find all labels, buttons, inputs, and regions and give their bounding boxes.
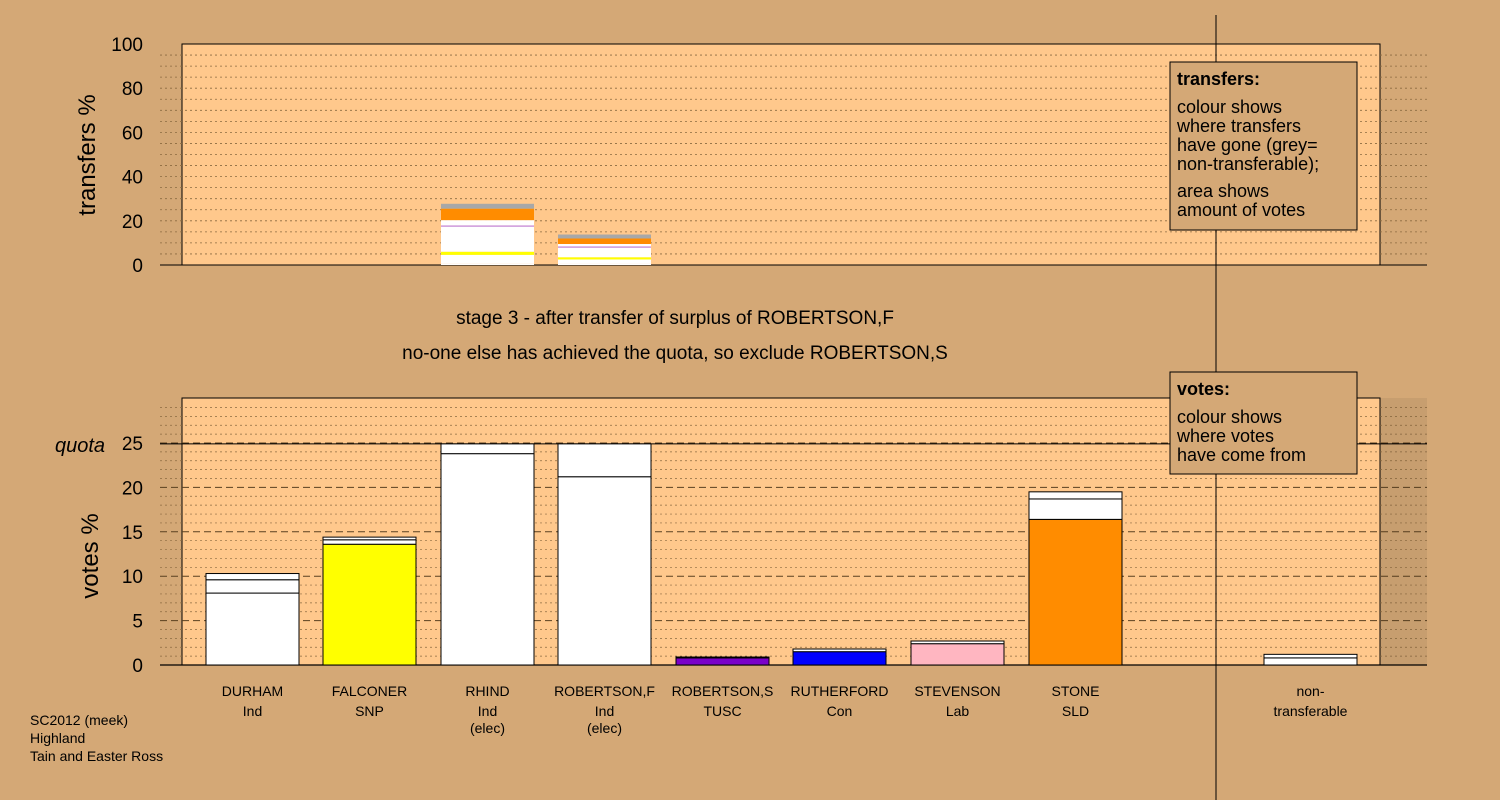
vote-segment	[792, 648, 887, 653]
transfers-legend-line: colour shows	[1177, 97, 1282, 117]
votes-tick-label: 15	[122, 523, 143, 544]
vote-segment	[322, 539, 417, 545]
vote-segment	[205, 592, 300, 666]
vote-segment	[557, 443, 652, 478]
transfer-segment	[558, 247, 651, 258]
transfers-tick-label: 0	[132, 256, 143, 277]
transfer-segment	[558, 238, 651, 245]
votes-legend-line: have come from	[1177, 445, 1306, 465]
votes-legend-line: colour shows	[1177, 407, 1282, 427]
stage-title: stage 3 - after transfer of surplus of R…	[456, 308, 894, 329]
candidate-name-label: RHIND	[465, 683, 509, 699]
transfer-segment	[441, 226, 534, 252]
transfer-segment	[441, 220, 534, 226]
candidate-name-label: ROBERTSON,F	[554, 683, 655, 699]
transfer-segment	[441, 203, 534, 209]
transfers-axis-label: transfers %	[74, 94, 101, 215]
vote-segment	[205, 579, 300, 594]
candidate-note-label: (elec)	[470, 720, 505, 736]
nontransferable-label: non-	[1296, 683, 1324, 699]
transfer-segment	[441, 263, 534, 265]
candidate-party-label: Lab	[946, 703, 970, 719]
transfers-legend-line: where transfers	[1176, 116, 1301, 136]
stage-subtitle: no-one else has achieved the quota, so e…	[402, 343, 948, 364]
transfer-segment	[558, 234, 651, 239]
footer-ward: Tain and Easter Ross	[30, 748, 164, 764]
candidate-party-label: Con	[827, 703, 853, 719]
candidate-party-label: Ind	[243, 703, 262, 719]
votes-right-shade	[1380, 398, 1427, 665]
transfers-tick-label: 20	[122, 212, 143, 233]
vote-segment	[1263, 657, 1358, 666]
transfer-segment	[558, 259, 651, 264]
transfer-segment	[558, 257, 651, 260]
vote-segment	[205, 573, 300, 581]
transfer-segment	[558, 263, 651, 265]
vote-segment	[910, 643, 1005, 666]
candidate-name-label: FALCONER	[332, 683, 407, 699]
votes-axis-label: votes %	[77, 513, 104, 598]
votes-legend-title: votes:	[1177, 379, 1230, 399]
vote-segment	[440, 453, 535, 666]
vote-segment	[1263, 653, 1358, 659]
vote-segment	[1028, 491, 1123, 500]
votes-tick-label: 20	[122, 478, 143, 499]
candidate-party-label: SLD	[1062, 703, 1089, 719]
transfers-legend-title: transfers:	[1177, 69, 1260, 89]
transfer-segment	[441, 208, 534, 221]
vote-segment	[440, 443, 535, 455]
candidate-party-label: Ind	[595, 703, 614, 719]
candidate-name-label: STEVENSON	[914, 683, 1000, 699]
vote-segment	[322, 543, 417, 666]
vote-segment	[1028, 498, 1123, 520]
votes-legend-line: where votes	[1176, 426, 1274, 446]
transfers-legend-line: amount of votes	[1177, 200, 1305, 220]
transfers-legend-line: have gone (grey=	[1177, 135, 1318, 155]
transfers-legend-line: non-transferable);	[1177, 154, 1319, 174]
vote-segment	[675, 656, 770, 659]
votes-tick-label: 0	[132, 656, 143, 677]
transfers-tick-label: 60	[122, 123, 143, 144]
transfers-tick-label: 80	[122, 79, 143, 100]
votes-legend-box	[1169, 371, 1358, 475]
candidate-party-label: Ind	[478, 703, 497, 719]
transfers-tick-label: 100	[111, 35, 143, 56]
candidate-name-label: DURHAM	[222, 683, 283, 699]
transfer-segment	[558, 246, 651, 248]
votes-tick-label: 25	[122, 434, 143, 455]
quota-label: quota	[55, 435, 105, 457]
vote-segment	[1028, 518, 1123, 666]
footer-council: Highland	[30, 730, 86, 746]
transfer-segment	[441, 225, 534, 227]
vote-segment	[675, 657, 770, 666]
transfers-legend-line: area shows	[1177, 181, 1269, 201]
candidate-party-label: TUSC	[703, 703, 741, 719]
transfers-tick-label: 40	[122, 168, 143, 189]
vote-segment	[792, 651, 887, 666]
transfer-segment	[441, 251, 534, 255]
votes-tick-label: 5	[132, 612, 143, 633]
transfer-segment	[441, 254, 534, 264]
vote-segment	[557, 476, 652, 666]
candidate-name-label: ROBERTSON,S	[672, 683, 774, 699]
votes-tick-label: 10	[122, 567, 143, 588]
footer-info: SC2012 (meek) Highland Tain and Easter R…	[30, 711, 163, 765]
vote-segment	[322, 536, 417, 541]
candidate-note-label: (elec)	[587, 720, 622, 736]
transfer-segment	[558, 244, 651, 247]
candidate-party-label: SNP	[355, 703, 384, 719]
candidate-name-label: RUTHERFORD	[791, 683, 889, 699]
footer-election: SC2012 (meek)	[30, 712, 129, 728]
transfers-legend-box	[1169, 61, 1358, 231]
nontransferable-label: transferable	[1274, 703, 1348, 719]
candidate-name-label: STONE	[1052, 683, 1100, 699]
vote-segment	[910, 640, 1005, 645]
